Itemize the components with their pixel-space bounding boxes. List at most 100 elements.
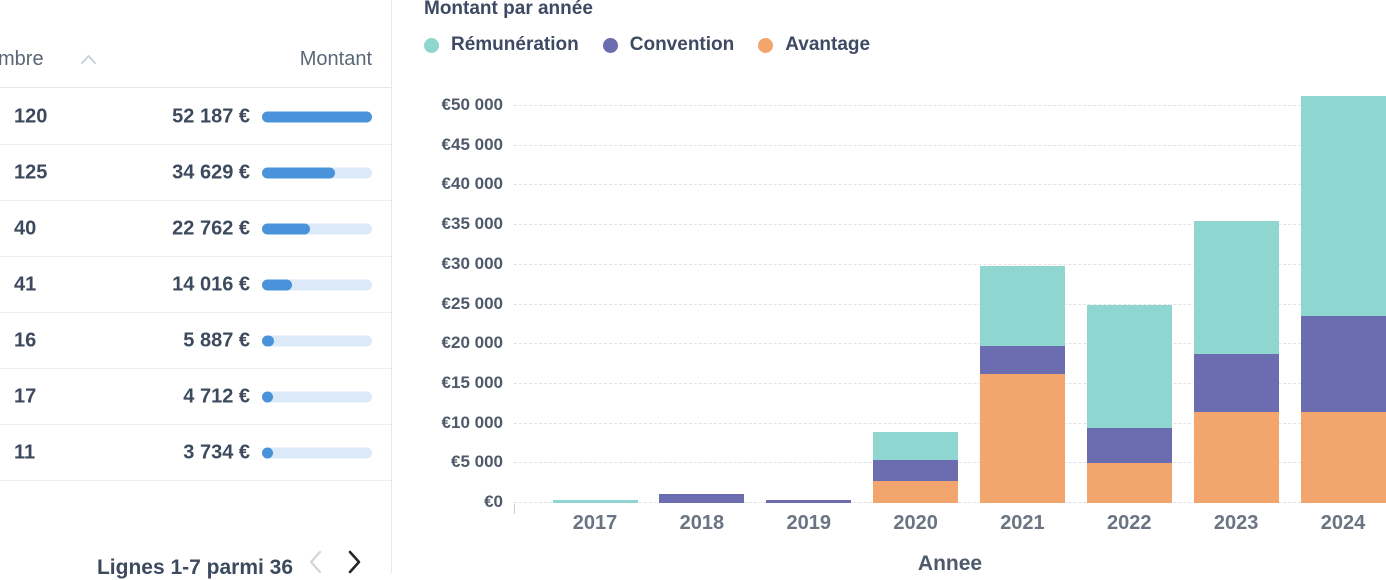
gridline <box>514 224 1386 226</box>
bar-segment-convention[interactable] <box>873 460 959 481</box>
stacked-bar-2018 <box>659 494 745 503</box>
row-montant-value: 5 887 € <box>183 329 250 351</box>
previous-page-icon[interactable] <box>303 549 329 580</box>
legend-item[interactable]: Rémunération <box>424 34 579 56</box>
y-tick-label: €10 000 <box>441 412 503 432</box>
y-tick-label: €15 000 <box>441 372 503 392</box>
plot-area <box>514 85 1386 514</box>
row-montant-value: 3 734 € <box>183 441 250 463</box>
bar-segment-avantage[interactable] <box>1300 411 1386 503</box>
y-axis-labels: €0 €5 000 €10 000 €15 000 €20 000 €25 000 €30 … <box>392 85 503 511</box>
row-montant-value: 4 712 € <box>183 385 250 407</box>
table-row[interactable]: 120 52 187 € <box>0 89 391 145</box>
row-montant-value: 34 629 € <box>172 161 250 183</box>
x-tick-label: 2019 <box>786 512 831 534</box>
stacked-bar-2023 <box>1193 221 1279 503</box>
stacked-bar-2017 <box>552 499 638 503</box>
bar-segment-rémunération[interactable] <box>979 265 1065 346</box>
table-row[interactable]: 11 3 734 € <box>0 425 391 481</box>
table-row[interactable]: 40 22 762 € <box>0 201 391 257</box>
table-row[interactable]: 17 4 712 € <box>0 369 391 425</box>
x-tick-label: 2022 <box>1107 512 1152 534</box>
bar-segment-convention[interactable] <box>766 499 852 503</box>
montant-bar-fill <box>262 223 310 234</box>
gridline <box>514 382 1386 384</box>
row-nombre-value: 16 <box>14 329 37 351</box>
table-body: 120 52 187 € 125 34 629 € 40 22 762 € 41 14 016… <box>0 89 391 481</box>
montant-bar-fill <box>262 447 273 458</box>
bar-segment-rémunération[interactable] <box>1300 95 1386 317</box>
row-montant-value: 22 762 € <box>172 217 250 239</box>
bar-segment-rémunération[interactable] <box>1086 304 1172 428</box>
stacked-bar-2024 <box>1300 95 1386 503</box>
y-tick-label: €20 000 <box>441 333 503 353</box>
legend-color-dot <box>758 37 774 53</box>
bar-segment-avantage[interactable] <box>979 374 1065 503</box>
bar-segment-avantage[interactable] <box>1086 463 1172 503</box>
y-tick-label: €45 000 <box>441 134 503 154</box>
bar-segment-rémunération[interactable] <box>1193 221 1279 354</box>
column-header-montant[interactable]: Montant <box>299 48 372 70</box>
stacked-bar-2022 <box>1086 304 1172 503</box>
bar-segment-convention[interactable] <box>1300 316 1386 412</box>
bar-segment-convention[interactable] <box>1086 427 1172 464</box>
table-header: mbre Montant <box>0 46 391 88</box>
chart-title: Montant par année <box>424 0 593 19</box>
stacked-bar-2020 <box>873 432 959 503</box>
x-tick-label: 2018 <box>679 512 725 534</box>
next-page-icon[interactable] <box>341 549 367 580</box>
row-nombre-value: 125 <box>14 161 48 183</box>
bar-segment-avantage[interactable] <box>1193 411 1279 503</box>
stacked-bar-2019 <box>766 499 852 503</box>
montant-bar-fill <box>262 279 292 290</box>
bar-segment-convention[interactable] <box>979 345 1065 375</box>
bar-segment-rémunération[interactable] <box>873 432 959 461</box>
gridline <box>514 184 1386 186</box>
legend-item[interactable]: Avantage <box>758 34 870 56</box>
x-axis-origin-tick <box>514 504 515 514</box>
legend-color-dot <box>602 37 618 53</box>
bar-segment-convention[interactable] <box>659 494 745 503</box>
gridline <box>514 343 1386 345</box>
montant-bar-fill <box>262 335 274 346</box>
legend-color-dot <box>424 37 439 53</box>
row-nombre-value: 40 <box>14 217 37 239</box>
table-panel: mbre Montant 120 52 187 € 125 34 629 € 40 22 … <box>0 0 391 579</box>
row-nombre-value: 41 <box>14 273 37 295</box>
chart-legend: Rémunération Convention Avantage <box>424 34 870 56</box>
montant-bar-fill <box>262 111 372 122</box>
gridline <box>514 303 1386 305</box>
x-tick-label: 2024 <box>1320 512 1366 534</box>
montant-bar-fill <box>262 391 273 402</box>
legend-item[interactable]: Convention <box>602 34 734 56</box>
bar-segment-avantage[interactable] <box>873 480 959 503</box>
montant-bar-track <box>262 279 372 290</box>
sort-asc-icon[interactable] <box>80 52 97 70</box>
legend-label: Avantage <box>785 34 871 55</box>
gridline <box>514 144 1386 146</box>
y-tick-label: €40 000 <box>441 174 503 194</box>
y-tick-label: €5 000 <box>451 452 503 472</box>
bar-segment-rémunération[interactable] <box>552 499 638 503</box>
bar-segment-convention[interactable] <box>1193 353 1279 412</box>
y-tick-label: €0 <box>484 492 503 511</box>
column-header-nombre[interactable]: mbre <box>0 48 44 70</box>
row-nombre-value: 17 <box>14 385 37 407</box>
pagination-label: Lignes 1-7 parmi 36 <box>96 556 294 579</box>
y-tick-label: €30 000 <box>441 253 503 273</box>
row-montant-value: 52 187 € <box>172 105 250 127</box>
stacked-bar-2021 <box>979 265 1065 503</box>
gridline <box>514 263 1386 265</box>
y-tick-label: €35 000 <box>441 214 503 234</box>
x-tick-label: 2020 <box>893 512 938 534</box>
table-row[interactable]: 125 34 629 € <box>0 145 391 201</box>
table-row[interactable]: 41 14 016 € <box>0 257 391 313</box>
table-row[interactable]: 16 5 887 € <box>0 313 391 369</box>
x-axis-labels: 2017 2018 2019 2020 2021 2022 2023 2024 <box>514 512 1386 538</box>
panel-divider <box>391 0 392 573</box>
x-tick-label: 2023 <box>1213 512 1259 534</box>
x-tick-label: 2021 <box>1000 512 1045 534</box>
x-axis-title: Annee <box>917 552 983 575</box>
row-nombre-value: 11 <box>14 441 36 463</box>
